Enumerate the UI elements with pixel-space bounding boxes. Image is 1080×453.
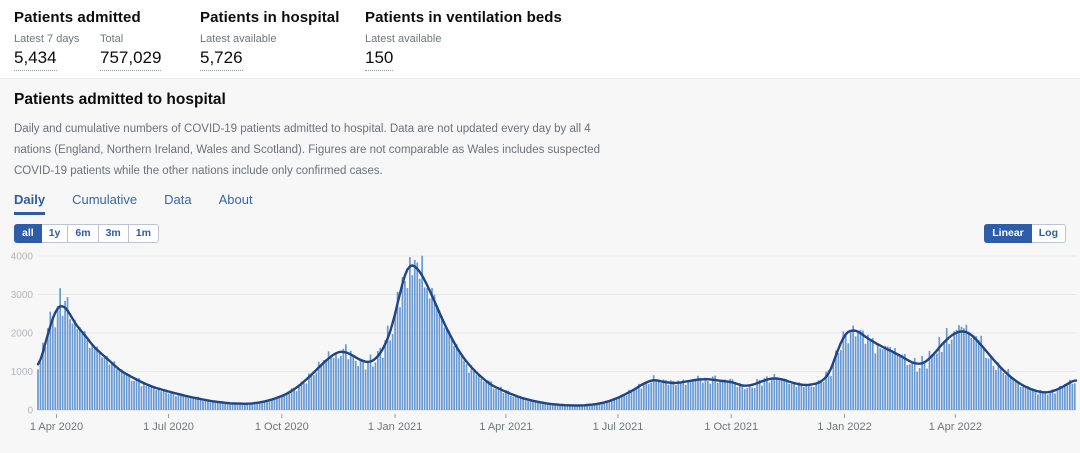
metric-label: Latest 7 days bbox=[14, 33, 80, 45]
scale-button-log[interactable]: Log bbox=[1030, 224, 1066, 243]
chart-controls: all 1y 6m 3m 1m Linear Log bbox=[14, 224, 1066, 243]
page-title: Patients admitted to hospital bbox=[14, 91, 226, 108]
metric-value-ventilation[interactable]: 150 bbox=[365, 48, 394, 71]
admissions-section: Patients admitted to hospital Daily and … bbox=[0, 78, 1080, 453]
description-line: COVID-19 patients while the other nation… bbox=[14, 165, 383, 177]
x-axis-label: 1 Jul 2021 bbox=[593, 421, 644, 433]
x-axis: 1 Apr 2020 1 Jul 2020 1 Oct 2020 1 Jan 2021… bbox=[30, 414, 982, 433]
metric-label: Total bbox=[100, 33, 124, 45]
metric-title: Patients in ventilation beds bbox=[365, 9, 563, 26]
metric-value-in-hospital[interactable]: 5,726 bbox=[200, 48, 243, 71]
x-axis-label: 1 Apr 2021 bbox=[479, 421, 532, 433]
y-axis-label: 0 bbox=[27, 406, 33, 417]
admissions-chart[interactable]: 0 1000 2000 3000 4000 1 Apr 2020 1 Jul 2020 1 O… bbox=[0, 246, 1080, 446]
x-axis-label: 1 Jul 2020 bbox=[143, 421, 194, 433]
range-button-group: all 1y 6m 3m 1m bbox=[14, 224, 159, 243]
metric-label: Latest available bbox=[200, 33, 277, 45]
tab-about[interactable]: About bbox=[218, 192, 253, 207]
metric-value-total[interactable]: 757,029 bbox=[100, 48, 162, 71]
y-axis-label: 3000 bbox=[11, 290, 34, 301]
description-line: nations (England, Northern Ireland, Wale… bbox=[14, 144, 600, 156]
metric-value-latest-7-days[interactable]: 5,434 bbox=[14, 48, 57, 71]
metric-patients-in-hospital: Patients in hospital Latest available 5,… bbox=[200, 9, 365, 78]
headline-metrics: Patients admitted Latest 7 days 5,434 To… bbox=[0, 0, 1080, 78]
metric-title: Patients admitted bbox=[14, 9, 141, 26]
chart-area: 0 1000 2000 3000 4000 1 Apr 2020 1 Jul 2020 1 O… bbox=[0, 246, 1080, 451]
metric-patients-admitted: Patients admitted Latest 7 days 5,434 To… bbox=[14, 9, 200, 78]
daily-bars-layer bbox=[37, 255, 1076, 410]
range-button-6m[interactable]: 6m bbox=[67, 224, 99, 243]
metric-label: Latest available bbox=[365, 33, 442, 45]
range-button-1y[interactable]: 1y bbox=[40, 224, 69, 243]
x-axis-label: 1 Apr 2022 bbox=[929, 421, 982, 433]
section-description: Daily and cumulative numbers of COVID-19… bbox=[14, 119, 1066, 182]
description-line: Daily and cumulative numbers of COVID-19… bbox=[14, 123, 591, 135]
y-axis-label: 1000 bbox=[11, 367, 34, 378]
metric-title: Patients in hospital bbox=[200, 9, 340, 26]
range-button-1m[interactable]: 1m bbox=[127, 224, 159, 243]
y-axis-label: 4000 bbox=[11, 252, 34, 263]
tab-daily[interactable]: Daily bbox=[14, 192, 46, 215]
x-axis-label: 1 Jan 2021 bbox=[368, 421, 422, 433]
tab-data[interactable]: Data bbox=[164, 192, 192, 207]
scale-button-linear[interactable]: Linear bbox=[984, 224, 1032, 243]
scale-button-group: Linear Log bbox=[984, 224, 1066, 243]
y-axis-label: 2000 bbox=[11, 329, 34, 340]
metric-patients-in-ventilation-beds: Patients in ventilation beds Latest avai… bbox=[365, 9, 562, 78]
x-axis-label: 1 Oct 2020 bbox=[255, 421, 309, 433]
x-axis-label: 1 Jan 2022 bbox=[817, 421, 871, 433]
chart-tabs: Daily Cumulative Data About bbox=[14, 192, 1066, 215]
tab-cumulative[interactable]: Cumulative bbox=[72, 192, 138, 207]
range-button-3m[interactable]: 3m bbox=[97, 224, 129, 243]
range-button-all[interactable]: all bbox=[14, 224, 42, 243]
x-axis-label: 1 Oct 2021 bbox=[704, 421, 758, 433]
rolling-average-line bbox=[36, 264, 1078, 407]
x-axis-label: 1 Apr 2020 bbox=[30, 421, 83, 433]
